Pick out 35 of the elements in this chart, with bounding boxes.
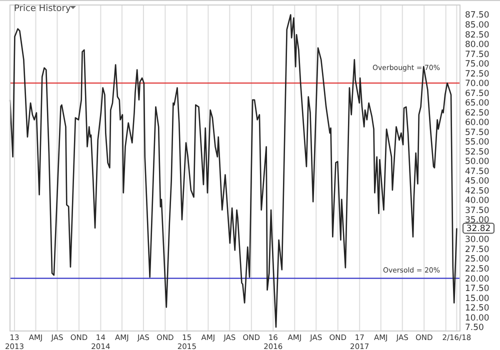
y-tick-label: 17.50	[465, 284, 490, 294]
y-tick-label: 20.00	[465, 274, 490, 284]
y-tick-label: 87.50	[465, 10, 490, 21]
y-tick-label: 25.00	[465, 254, 490, 265]
y-tick-label: 12.50	[465, 304, 490, 314]
y-tick-label: 42.50	[465, 186, 490, 196]
annotation: 32.82	[466, 224, 491, 234]
y-tick-label: 62.50	[465, 108, 490, 118]
y-tick-label: 27.50	[465, 244, 490, 255]
y-tick-label: 15.00	[465, 294, 490, 304]
y-tick-label: 80.00	[465, 40, 490, 50]
y-tick-label: 52.50	[465, 147, 490, 158]
y-tick-label: 57.50	[465, 128, 490, 138]
y-tick-label: 30.00	[465, 235, 490, 246]
y-tick-label: 35.00	[465, 216, 490, 226]
y-tick-label: 47.50	[465, 166, 490, 177]
y-tick-label: 70.00	[465, 79, 490, 90]
y-tick-label: 7.50	[465, 323, 484, 334]
y-tick-label: 45.00	[465, 176, 490, 187]
y-tick-label: 22.50	[465, 264, 490, 275]
y-tick-label: 85.00	[465, 20, 490, 30]
y-tick-label: 55.00	[465, 138, 490, 148]
chart-title: Price History	[14, 4, 72, 14]
y-tick-label: 72.50	[465, 69, 490, 80]
y-tick-label: 60.00	[465, 118, 490, 128]
y-tick-label: 82.50	[465, 30, 490, 40]
line-series	[9, 14, 458, 328]
y-tick-label: 67.50	[465, 88, 490, 99]
y-tick-label: 50.00	[465, 157, 490, 168]
y-tick-label: 77.50	[465, 50, 490, 60]
y-tick-label: 40.00	[465, 196, 490, 206]
y-tick-label: 75.00	[465, 60, 490, 70]
y-tick-label: 65.00	[465, 98, 490, 109]
y-tick-label: 37.50	[465, 206, 490, 216]
y-tick-label: 10.00	[465, 313, 490, 324]
